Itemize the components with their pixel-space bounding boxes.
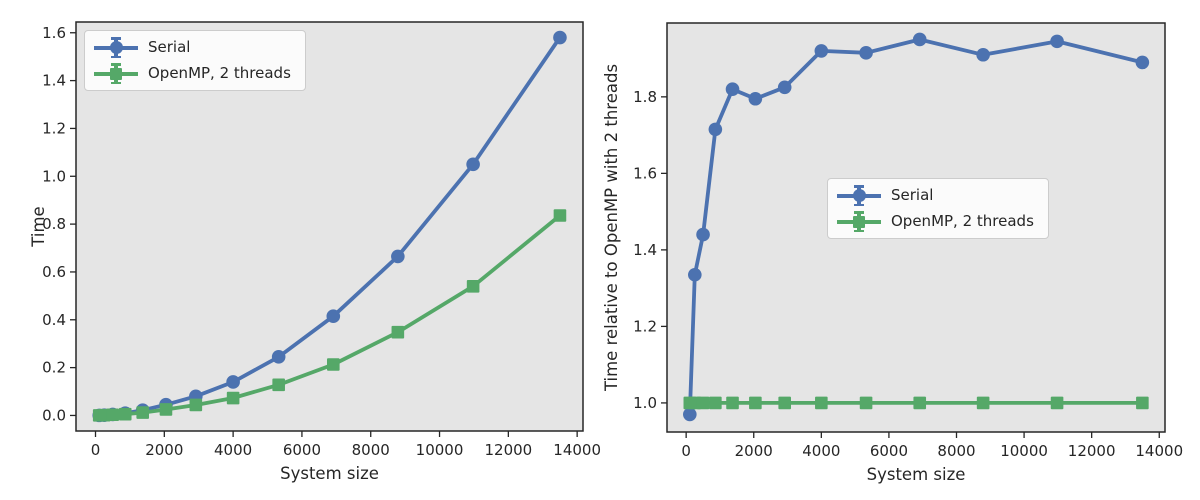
- serial-circle-icon: [852, 189, 866, 202]
- serial-marker: [466, 157, 480, 172]
- serial-marker: [696, 227, 710, 242]
- legend-item-openmp: OpenMP, 2 threads: [837, 211, 1034, 232]
- serial-marker: [1050, 34, 1064, 49]
- openmp-marker: [859, 396, 873, 410]
- y-tick-label: 0.4: [42, 311, 66, 329]
- x-tick-label: 2000: [145, 441, 183, 459]
- openmp-marker: [189, 398, 203, 412]
- x-tick-label: 0: [91, 441, 101, 459]
- y-tick-label: 1.0: [633, 394, 657, 412]
- y-tick-label: 1.2: [633, 317, 657, 335]
- openmp-marker: [106, 408, 120, 422]
- openmp-marker: [913, 396, 927, 410]
- serial-marker: [777, 80, 792, 95]
- x-axis-label: System size: [280, 464, 379, 483]
- openmp-square-icon: [853, 215, 865, 228]
- y-tick-label: 0.2: [42, 359, 66, 377]
- serial-marker: [326, 309, 341, 323]
- openmp-marker: [1050, 396, 1064, 410]
- y-tick-label: 0.8: [42, 215, 66, 233]
- y-tick-label: 1.0: [42, 167, 66, 185]
- serial-circle-icon: [109, 41, 123, 54]
- x-tick-label: 6000: [283, 441, 321, 459]
- legend-right: Serial OpenMP, 2 threads: [827, 178, 1049, 239]
- legend-label: Serial: [891, 186, 934, 204]
- openmp-marker: [726, 396, 739, 410]
- serial-marker: [708, 122, 723, 137]
- openmp-marker: [391, 325, 405, 339]
- serial-marker: [748, 91, 763, 106]
- openmp-marker: [226, 391, 240, 405]
- openmp-marker: [118, 407, 132, 421]
- serial-marker: [1135, 55, 1150, 70]
- legend-label: OpenMP, 2 threads: [148, 64, 291, 82]
- openmp-marker: [136, 406, 150, 419]
- x-tick-label: 6000: [870, 442, 908, 460]
- y-tick-label: 0.6: [42, 263, 66, 281]
- axes-frame: [75, 21, 584, 432]
- x-axis-label: System size: [867, 465, 966, 484]
- legend-square-handle: [94, 63, 138, 84]
- serial-marker: [271, 350, 286, 364]
- serial-marker: [912, 32, 927, 47]
- openmp-square-icon: [110, 67, 122, 80]
- y-tick-label: 1.8: [633, 88, 657, 106]
- serial-marker: [683, 407, 697, 422]
- x-tick-label: 12000: [484, 441, 532, 459]
- legend-item-openmp: OpenMP, 2 threads: [94, 63, 291, 84]
- openmp-marker: [749, 396, 762, 410]
- x-tick-label: 10000: [416, 441, 464, 459]
- speedup-chart: 0 2000 4000 6000 8000 10000 12000 14000 1.0 1.2 1.…: [602, 22, 1183, 484]
- serial-marker: [859, 46, 873, 60]
- legend-label: OpenMP, 2 threads: [891, 212, 1034, 230]
- y-tick-label: 0.0: [42, 406, 66, 424]
- y-tick-label: 1.4: [42, 72, 66, 90]
- legend-item-serial: Serial: [94, 37, 291, 58]
- legend-square-handle: [837, 211, 881, 232]
- serial-marker: [391, 249, 405, 264]
- y-tick-label: 1.6: [42, 24, 66, 42]
- openmp-marker: [976, 396, 990, 410]
- legend-circle-handle: [94, 37, 138, 58]
- openmp-marker: [778, 396, 791, 410]
- openmp-marker: [466, 279, 480, 293]
- x-tick-label: 4000: [214, 441, 252, 459]
- legend-item-serial: Serial: [837, 185, 1034, 206]
- x-tick-label: 12000: [1068, 442, 1116, 460]
- serial-marker: [688, 267, 702, 282]
- serial-marker: [553, 30, 567, 45]
- serial-marker: [226, 375, 240, 389]
- axes-frame: [666, 22, 1166, 433]
- openmp-marker: [1136, 396, 1149, 410]
- openmp-marker: [553, 209, 567, 222]
- x-tick-label: 8000: [352, 441, 390, 459]
- openmp-marker: [327, 358, 340, 371]
- y-tick-label: 1.4: [633, 241, 657, 259]
- y-axis-label: Time: [29, 206, 48, 247]
- openmp-marker: [272, 378, 285, 392]
- openmp-marker: [709, 396, 722, 410]
- x-tick-label: 0: [681, 442, 691, 460]
- legend-circle-handle: [837, 185, 881, 206]
- y-tick-label: 1.2: [42, 119, 66, 137]
- time-chart: 0 2000 4000 6000 8000 10000 12000 14000 0.0 0.2 0.…: [29, 21, 601, 483]
- openmp-marker: [696, 396, 710, 410]
- y-tick-label: 1.6: [633, 164, 657, 182]
- x-tick-label: 10000: [1000, 442, 1048, 460]
- x-tick-label: 2000: [735, 442, 773, 460]
- serial-marker: [814, 44, 829, 58]
- serial-marker: [976, 47, 990, 62]
- y-axis-label: Time relative to OpenMP with 2 threads: [602, 64, 621, 392]
- legend-left: Serial OpenMP, 2 threads: [84, 30, 306, 91]
- openmp-marker: [815, 396, 828, 410]
- openmp-marker: [159, 403, 173, 416]
- serial-marker: [725, 82, 740, 96]
- x-tick-label: 14000: [1135, 442, 1183, 460]
- x-tick-label: 14000: [553, 441, 601, 459]
- x-tick-label: 4000: [802, 442, 840, 460]
- legend-label: Serial: [148, 38, 191, 56]
- x-tick-label: 8000: [937, 442, 975, 460]
